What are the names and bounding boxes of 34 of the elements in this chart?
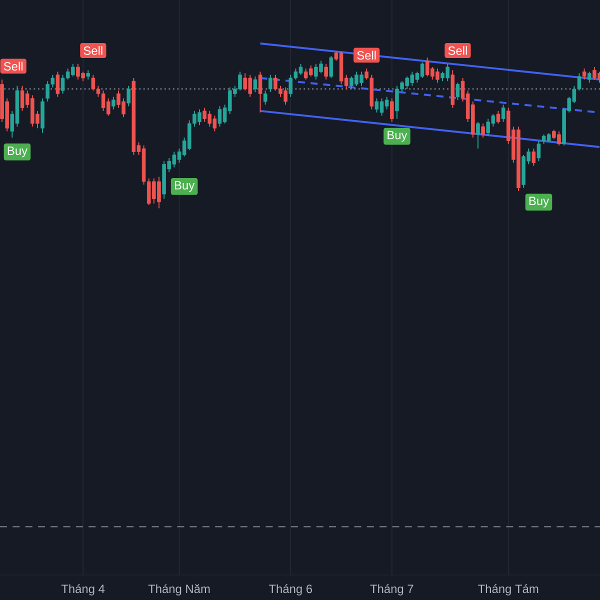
annotation: Buy [174, 181, 195, 192]
x-tick-label: Tháng 6 [268, 584, 312, 596]
candlestick [532, 148, 536, 166]
annotation: Buy [529, 196, 550, 208]
candlestick [536, 140, 541, 162]
candlestick [86, 70, 90, 80]
candlestick [501, 104, 506, 122]
candlestick [263, 90, 268, 106]
candlestick [587, 71, 592, 84]
candlestick [268, 74, 272, 93]
candlestick [456, 82, 460, 100]
candlestick [582, 68, 586, 80]
x-tick-label: Tháng Tám [478, 584, 538, 596]
annotation: Sell [84, 46, 102, 55]
annotation: Sell [448, 46, 467, 55]
candlestick [56, 71, 60, 98]
annotation: Buy [388, 130, 408, 142]
candlestick [476, 121, 480, 150]
candlestick [496, 110, 500, 124]
candlestick [481, 123, 485, 138]
candlestick [126, 85, 130, 107]
annotation: Buy [8, 146, 28, 158]
x-tick-label: Tháng 4 [61, 584, 105, 596]
candlestick [258, 71, 262, 114]
x-tick-label: Tháng Năm [148, 584, 210, 596]
annotation: Sell [357, 50, 376, 60]
candlestick [253, 76, 258, 93]
candlestick [112, 96, 116, 110]
candlestick [329, 56, 334, 78]
annotation: Sell [4, 62, 22, 71]
candlestick [390, 98, 394, 122]
candlestick [592, 66, 596, 80]
candlestick [324, 63, 328, 80]
x-tick-label: Tháng 7 [370, 584, 414, 596]
